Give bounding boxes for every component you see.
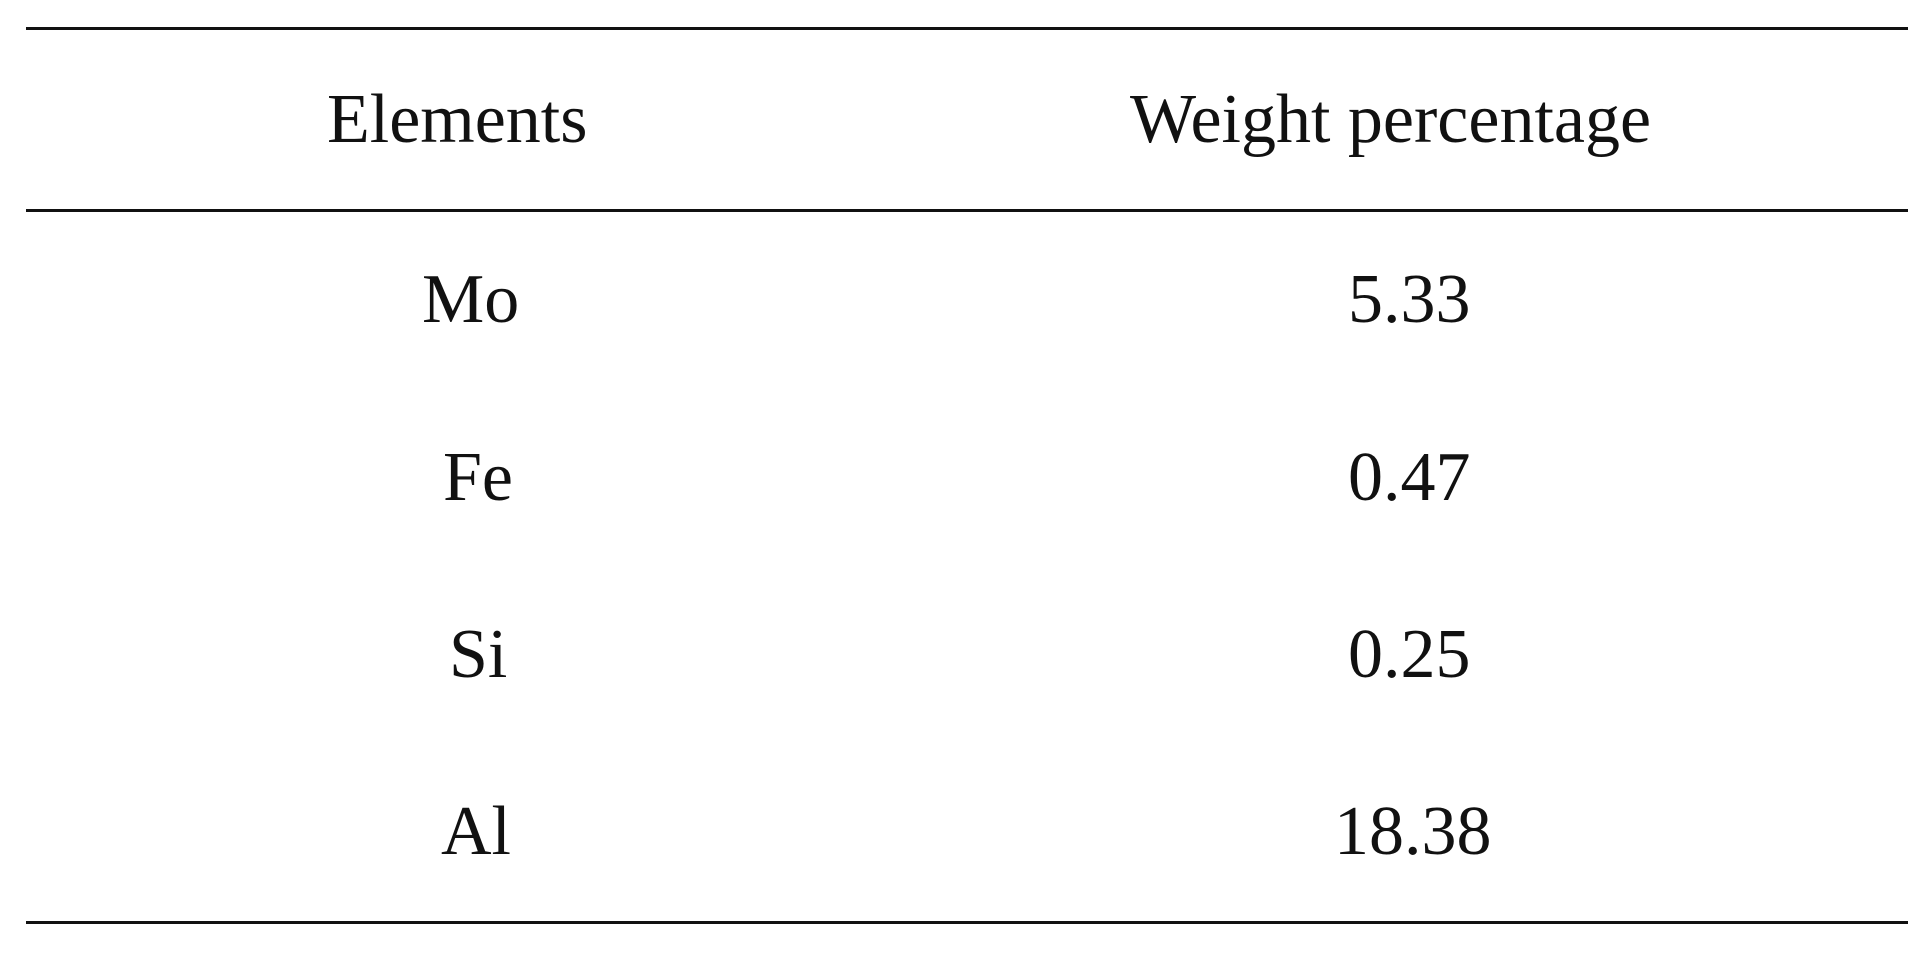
column-header-weight-percentage: Weight percentage — [1130, 80, 1652, 158]
weight-cell: 0.25 — [1348, 615, 1471, 693]
weight-cell: 5.33 — [1348, 261, 1471, 339]
table-row: Al 18.38 — [26, 743, 1908, 923]
element-cell: Mo — [422, 261, 520, 339]
weight-cell: 18.38 — [1334, 792, 1492, 870]
element-cell: Si — [449, 615, 508, 693]
weight-cell: 0.47 — [1348, 438, 1471, 516]
composition-table-container: Elements Weight percentage Mo 5.33 Fe 0.… — [26, 27, 1908, 924]
element-cell: Fe — [443, 438, 513, 516]
table-row: Mo 5.33 — [26, 211, 1908, 389]
column-header-elements: Elements — [327, 80, 588, 158]
composition-table: Elements Weight percentage Mo 5.33 Fe 0.… — [26, 27, 1908, 924]
element-cell: Al — [441, 792, 511, 870]
table-header-row: Elements Weight percentage — [26, 28, 1908, 211]
table-row: Si 0.25 — [26, 567, 1908, 743]
table-row: Fe 0.47 — [26, 389, 1908, 567]
